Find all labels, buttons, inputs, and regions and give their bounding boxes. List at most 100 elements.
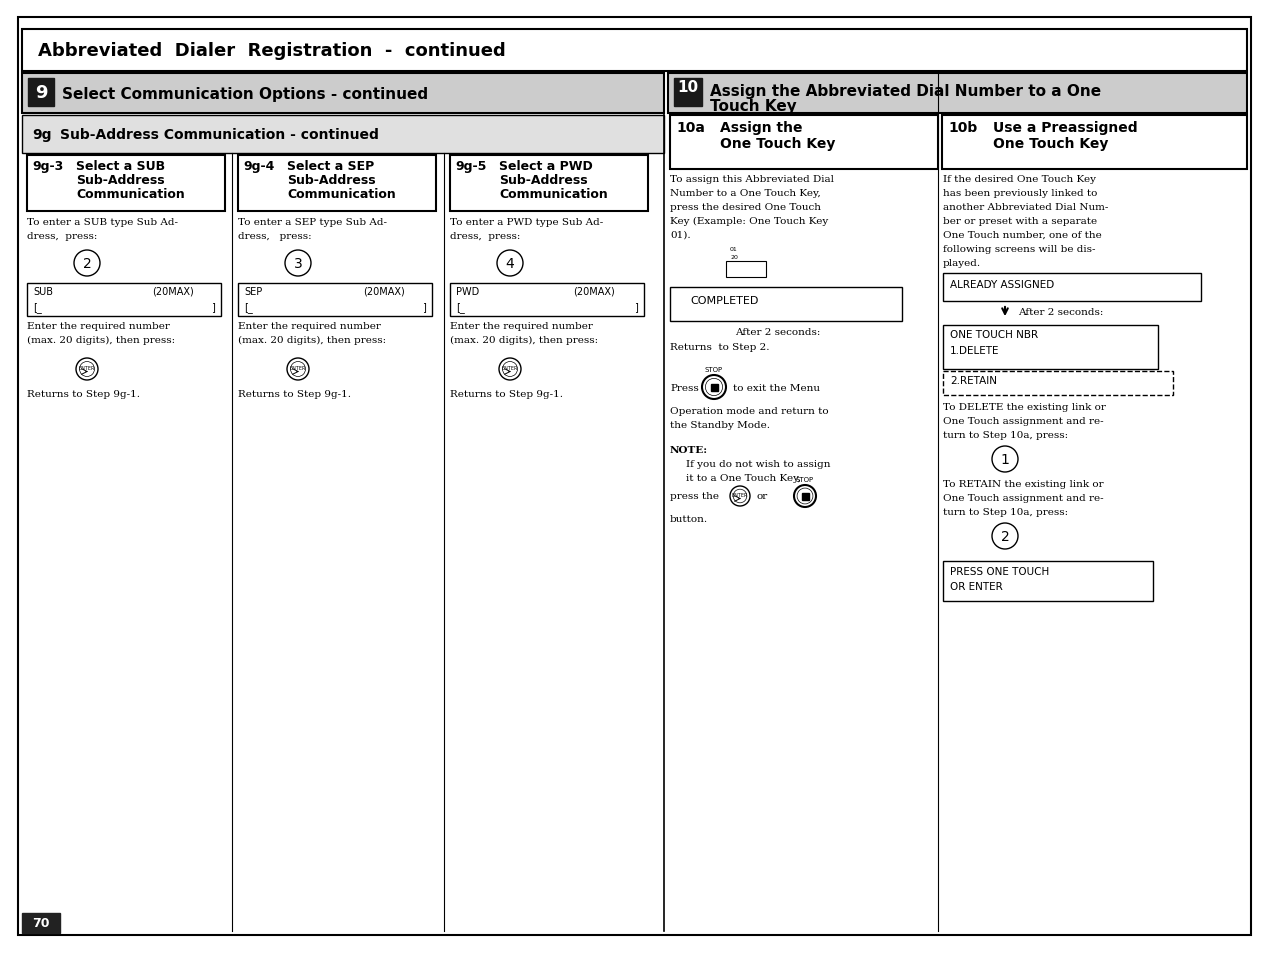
Text: (20MAX): (20MAX): [152, 287, 194, 296]
Text: To enter a SEP type Sub Ad-: To enter a SEP type Sub Ad-: [239, 218, 387, 227]
Text: One Touch Key: One Touch Key: [994, 137, 1108, 151]
Circle shape: [287, 358, 308, 380]
Bar: [239, 156, 437, 212]
Text: ]: ]: [211, 302, 214, 312]
Text: 3: 3: [293, 256, 302, 271]
Circle shape: [702, 375, 726, 399]
Circle shape: [286, 251, 311, 276]
Text: turn to Step 10a, press:: turn to Step 10a, press:: [943, 431, 1068, 439]
Text: dress,  press:: dress, press:: [450, 232, 520, 241]
Text: Select Communication Options - continued: Select Communication Options - continued: [62, 87, 428, 101]
Text: PWD: PWD: [456, 287, 480, 296]
Text: To enter a SUB type Sub Ad-: To enter a SUB type Sub Ad-: [27, 218, 178, 227]
Text: 2: 2: [82, 256, 91, 271]
Text: One Touch assignment and re-: One Touch assignment and re-: [943, 416, 1104, 426]
Text: Returns to Step 9g-1.: Returns to Step 9g-1.: [239, 390, 352, 398]
Text: ENTER: ENTER: [501, 366, 518, 371]
Text: Returns  to Step 2.: Returns to Step 2.: [670, 343, 769, 352]
Bar: [22, 116, 664, 153]
Text: 9g-4: 9g-4: [242, 160, 274, 172]
Text: 20: 20: [730, 254, 737, 260]
Text: Sub-Address Communication - continued: Sub-Address Communication - continued: [60, 128, 379, 142]
Circle shape: [730, 486, 750, 506]
Bar: [28, 79, 55, 107]
Circle shape: [503, 362, 518, 377]
Text: Assign the: Assign the: [720, 121, 802, 135]
Text: played.: played.: [943, 258, 981, 268]
Text: the Standby Mode.: the Standby Mode.: [670, 420, 770, 430]
Text: Use a Preassigned: Use a Preassigned: [994, 121, 1137, 135]
Text: Assign the Abbreviated Dial Number to a One: Assign the Abbreviated Dial Number to a …: [709, 84, 1101, 99]
Text: If the desired One Touch Key: If the desired One Touch Key: [943, 174, 1096, 184]
Text: One Touch assignment and re-: One Touch assignment and re-: [943, 494, 1104, 502]
Circle shape: [992, 523, 1018, 550]
Text: 9g: 9g: [32, 128, 52, 142]
Text: (max. 20 digits), then press:: (max. 20 digits), then press:: [239, 335, 386, 345]
Bar: [943, 372, 1173, 395]
Text: 10b: 10b: [948, 121, 977, 135]
Text: 1: 1: [1000, 453, 1009, 467]
Text: button.: button.: [670, 515, 708, 523]
Text: Sub-Address: Sub-Address: [76, 173, 165, 187]
Text: 9: 9: [34, 84, 47, 102]
Circle shape: [706, 379, 722, 396]
Bar: [943, 326, 1159, 370]
Text: ENTER: ENTER: [289, 366, 306, 371]
Bar: [943, 274, 1200, 302]
Text: 01).: 01).: [670, 231, 690, 240]
Text: another Abbreviated Dial Num-: another Abbreviated Dial Num-: [943, 203, 1108, 212]
Circle shape: [733, 490, 746, 503]
Bar: [27, 284, 221, 316]
Text: has been previously linked to: has been previously linked to: [943, 189, 1098, 198]
Text: PRESS ONE TOUCH: PRESS ONE TOUCH: [950, 566, 1049, 577]
Text: it to a One Touch Key,: it to a One Touch Key,: [687, 474, 801, 482]
Text: Number to a One Touch Key,: Number to a One Touch Key,: [670, 189, 821, 198]
Text: 70: 70: [32, 917, 49, 929]
Circle shape: [497, 251, 523, 276]
Text: Select a SUB: Select a SUB: [76, 160, 165, 172]
Text: turn to Step 10a, press:: turn to Step 10a, press:: [943, 507, 1068, 517]
Text: If you do not wish to assign: If you do not wish to assign: [687, 459, 830, 469]
Bar: [27, 156, 225, 212]
Text: ONE TOUCH NBR: ONE TOUCH NBR: [950, 330, 1038, 339]
Text: SUB: SUB: [33, 287, 53, 296]
Text: dress,  press:: dress, press:: [27, 232, 98, 241]
Text: (max. 20 digits), then press:: (max. 20 digits), then press:: [450, 335, 598, 345]
Text: Sub-Address: Sub-Address: [287, 173, 376, 187]
Text: Press: Press: [670, 384, 699, 393]
Text: [_: [_: [456, 302, 464, 313]
Text: 9g-5: 9g-5: [456, 160, 486, 172]
Text: ENTER: ENTER: [79, 366, 95, 371]
Text: Key (Example: One Touch Key: Key (Example: One Touch Key: [670, 216, 829, 226]
Text: After 2 seconds:: After 2 seconds:: [735, 328, 820, 336]
Text: ber or preset with a separate: ber or preset with a separate: [943, 216, 1098, 226]
Text: 2.RETAIN: 2.RETAIN: [950, 375, 997, 386]
Text: COMPLETED: COMPLETED: [690, 295, 759, 306]
Text: following screens will be dis-: following screens will be dis-: [943, 245, 1095, 253]
Text: OR ENTER: OR ENTER: [950, 581, 1003, 592]
Text: After 2 seconds:: After 2 seconds:: [1018, 308, 1103, 316]
Text: Sub-Address: Sub-Address: [499, 173, 588, 187]
Text: Operation mode and return to: Operation mode and return to: [670, 407, 829, 416]
Text: To DELETE the existing link or: To DELETE the existing link or: [943, 402, 1105, 412]
Bar: [802, 493, 808, 500]
Circle shape: [74, 251, 100, 276]
Text: To assign this Abbreviated Dial: To assign this Abbreviated Dial: [670, 174, 834, 184]
Text: to exit the Menu: to exit the Menu: [733, 384, 820, 393]
Text: NOTE:: NOTE:: [670, 446, 708, 455]
Text: Enter the required number: Enter the required number: [27, 322, 170, 331]
Circle shape: [499, 358, 522, 380]
Text: STOP: STOP: [706, 367, 723, 373]
Text: 4: 4: [505, 256, 514, 271]
Text: One Touch number, one of the: One Touch number, one of the: [943, 231, 1101, 240]
Text: 9g-3: 9g-3: [32, 160, 63, 172]
Circle shape: [291, 362, 306, 377]
Text: Select a SEP: Select a SEP: [287, 160, 374, 172]
Bar: [942, 116, 1247, 170]
Bar: [239, 284, 431, 316]
Text: Communication: Communication: [76, 188, 185, 201]
Text: Abbreviated  Dialer  Registration  -  continued: Abbreviated Dialer Registration - contin…: [38, 42, 506, 60]
Bar: [670, 116, 938, 170]
Text: Returns to Step 9g-1.: Returns to Step 9g-1.: [27, 390, 140, 398]
Text: [_: [_: [244, 302, 253, 313]
